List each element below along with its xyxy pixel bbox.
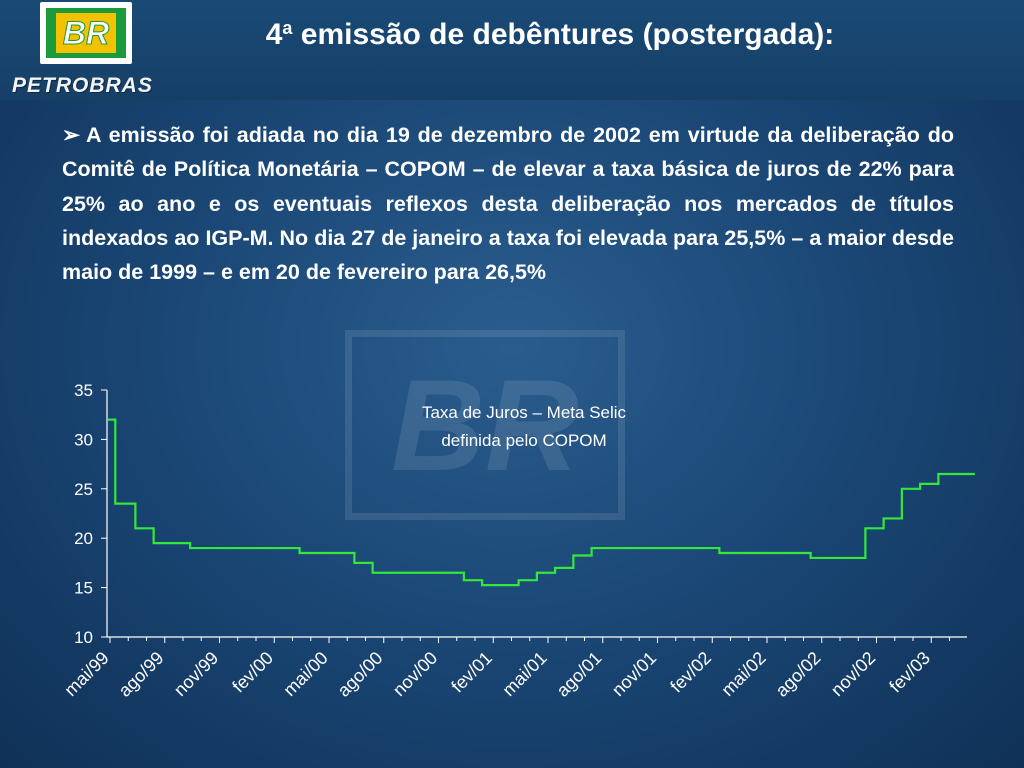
title-superscript: a [282,18,293,38]
petrobras-logo: BR [40,2,132,64]
header-bar [0,0,1024,100]
chart-annotation-line1: Taxa de Juros – Meta Selic [422,403,627,422]
y-tick-label: 35 [74,381,93,400]
chart-annotation-line2: definida pelo COPOM [441,431,606,450]
x-tick-label: ago/01 [553,648,606,701]
selic-series-line [108,418,975,587]
x-tick-label: mai/01 [498,648,550,700]
x-tick-labels: mai/99 ago/99 nov/99 fev/00 mai/00 ago/00 nov/… [60,648,934,701]
chart-axes [101,389,967,643]
y-tick-label: 20 [74,529,93,548]
x-tick-label: fev/01 [447,648,496,697]
x-tick-label: mai/02 [717,648,769,700]
x-tick-label: nov/99 [170,648,222,700]
y-tick-label: 10 [74,628,93,647]
svg-text:BR: BR [391,352,579,498]
x-tick-label: ago/00 [334,648,387,701]
body-paragraph: ➢ A emissão foi adiada no dia 19 de dezem… [62,118,954,289]
y-tick-label: 15 [74,579,93,598]
br-watermark-icon: BR [345,330,625,520]
y-tick-label: 25 [74,480,93,499]
x-tick-label: ago/99 [115,648,168,701]
body-paragraph-text: A emissão foi adiada no dia 19 de dezemb… [62,123,954,285]
x-tick-label: ago/02 [772,648,825,701]
logo-text: BR [63,15,109,51]
x-tick-label: nov/02 [827,648,879,700]
brand-name: PETROBRAS [12,74,153,97]
x-tick-label: mai/00 [279,648,331,700]
arrow-bullet-icon: ➢ [62,123,81,147]
x-tick-label: nov/01 [608,648,660,700]
page-title: 4a emissão de debêntures (postergada): [200,18,900,52]
br-logo-icon: BR [46,8,126,58]
x-tick-label: nov/00 [389,648,441,700]
y-tick-label: 30 [74,430,93,449]
y-tick-labels: 10 15 20 25 30 35 [74,381,93,647]
x-tick-label: fev/03 [885,648,934,697]
x-tick-label: fev/00 [228,648,277,697]
title-number: 4 [265,18,283,51]
x-tick-label: fev/02 [666,648,715,697]
x-tick-label: mai/99 [60,648,112,700]
title-text: emissão de debêntures (postergada): [292,18,835,51]
